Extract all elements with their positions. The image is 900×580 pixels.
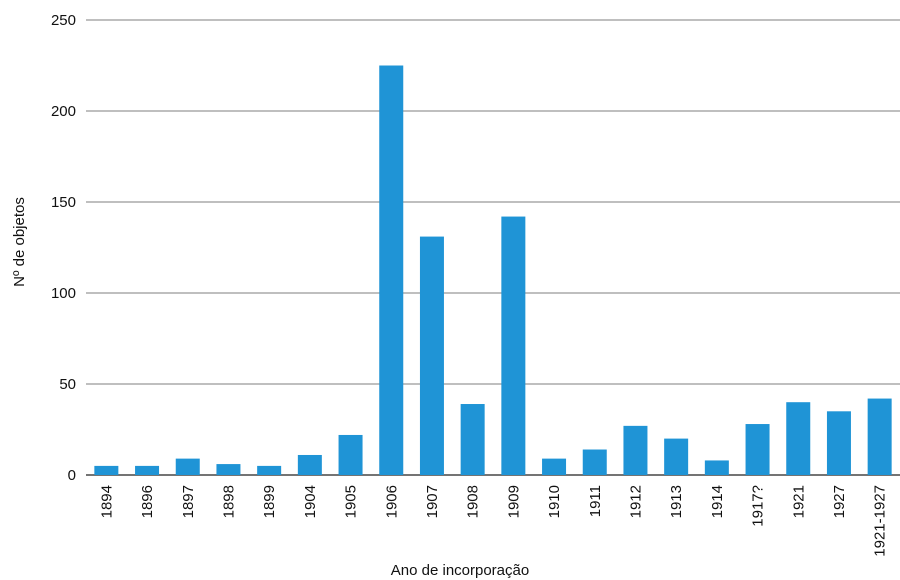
y-tick-label: 150: [51, 194, 76, 211]
bar-1909: [501, 216, 526, 475]
bar-1896: [135, 465, 160, 475]
x-tick-label: 1909: [505, 485, 522, 518]
bar-1912: [623, 425, 648, 475]
bar-1913: [664, 438, 689, 475]
y-axis-title: Nº de objetos: [11, 197, 28, 287]
bar-1910: [542, 458, 567, 475]
x-tick-label: 1894: [98, 485, 115, 518]
x-tick-label: 1905: [343, 485, 360, 518]
x-tick-label: 1897: [180, 485, 197, 518]
x-tick-label: 1898: [220, 485, 237, 518]
bar-1908: [460, 404, 485, 475]
x-tick-label: 1910: [546, 485, 563, 518]
bar-1914: [704, 460, 729, 475]
bar-1904: [297, 454, 322, 475]
bar-1927: [826, 411, 851, 475]
bar-1921-1927: [867, 398, 892, 475]
x-tick-label: 1906: [383, 485, 400, 518]
y-tick-label: 0: [68, 467, 76, 484]
y-tick-label: 200: [51, 103, 76, 120]
x-tick-label: 1914: [709, 485, 726, 518]
bar-1921: [786, 402, 811, 475]
y-tick-label: 50: [59, 376, 76, 393]
bar-1905: [338, 434, 363, 475]
y-tick-label: 250: [51, 12, 76, 29]
bars: [94, 65, 892, 475]
y-tick-label: 100: [51, 285, 76, 302]
bar-1898: [216, 464, 241, 475]
bar-1917?: [745, 424, 770, 475]
bar-1907: [419, 236, 444, 475]
y-axis-ticks: 0 50 100 150 200 250: [51, 12, 76, 484]
bar-1894: [94, 465, 119, 475]
x-tick-label: 1904: [302, 485, 319, 518]
bar-1899: [257, 465, 282, 475]
x-tick-label: 1908: [465, 485, 482, 518]
x-axis-title: Ano de incorporação: [391, 562, 529, 579]
bar-1897: [175, 458, 200, 475]
bar-1906: [379, 65, 404, 475]
x-axis-ticks: 1894 1896 1897 1898 1899 1904 1905 1906 1907 1908…: [98, 485, 888, 557]
x-tick-label: 1896: [139, 485, 156, 518]
x-tick-label: 1927: [831, 485, 848, 518]
x-tick-label: 1921: [790, 485, 807, 518]
x-tick-label: 1913: [668, 485, 685, 518]
x-tick-label: 1917?: [750, 485, 767, 527]
x-tick-label: 1899: [261, 485, 278, 518]
x-tick-label: 1921-1927: [872, 485, 889, 557]
gridlines: [86, 19, 900, 476]
x-tick-label: 1912: [627, 485, 644, 518]
x-tick-label: 1907: [424, 485, 441, 518]
bar-1911: [582, 449, 607, 475]
x-tick-label: 1911: [587, 485, 604, 517]
